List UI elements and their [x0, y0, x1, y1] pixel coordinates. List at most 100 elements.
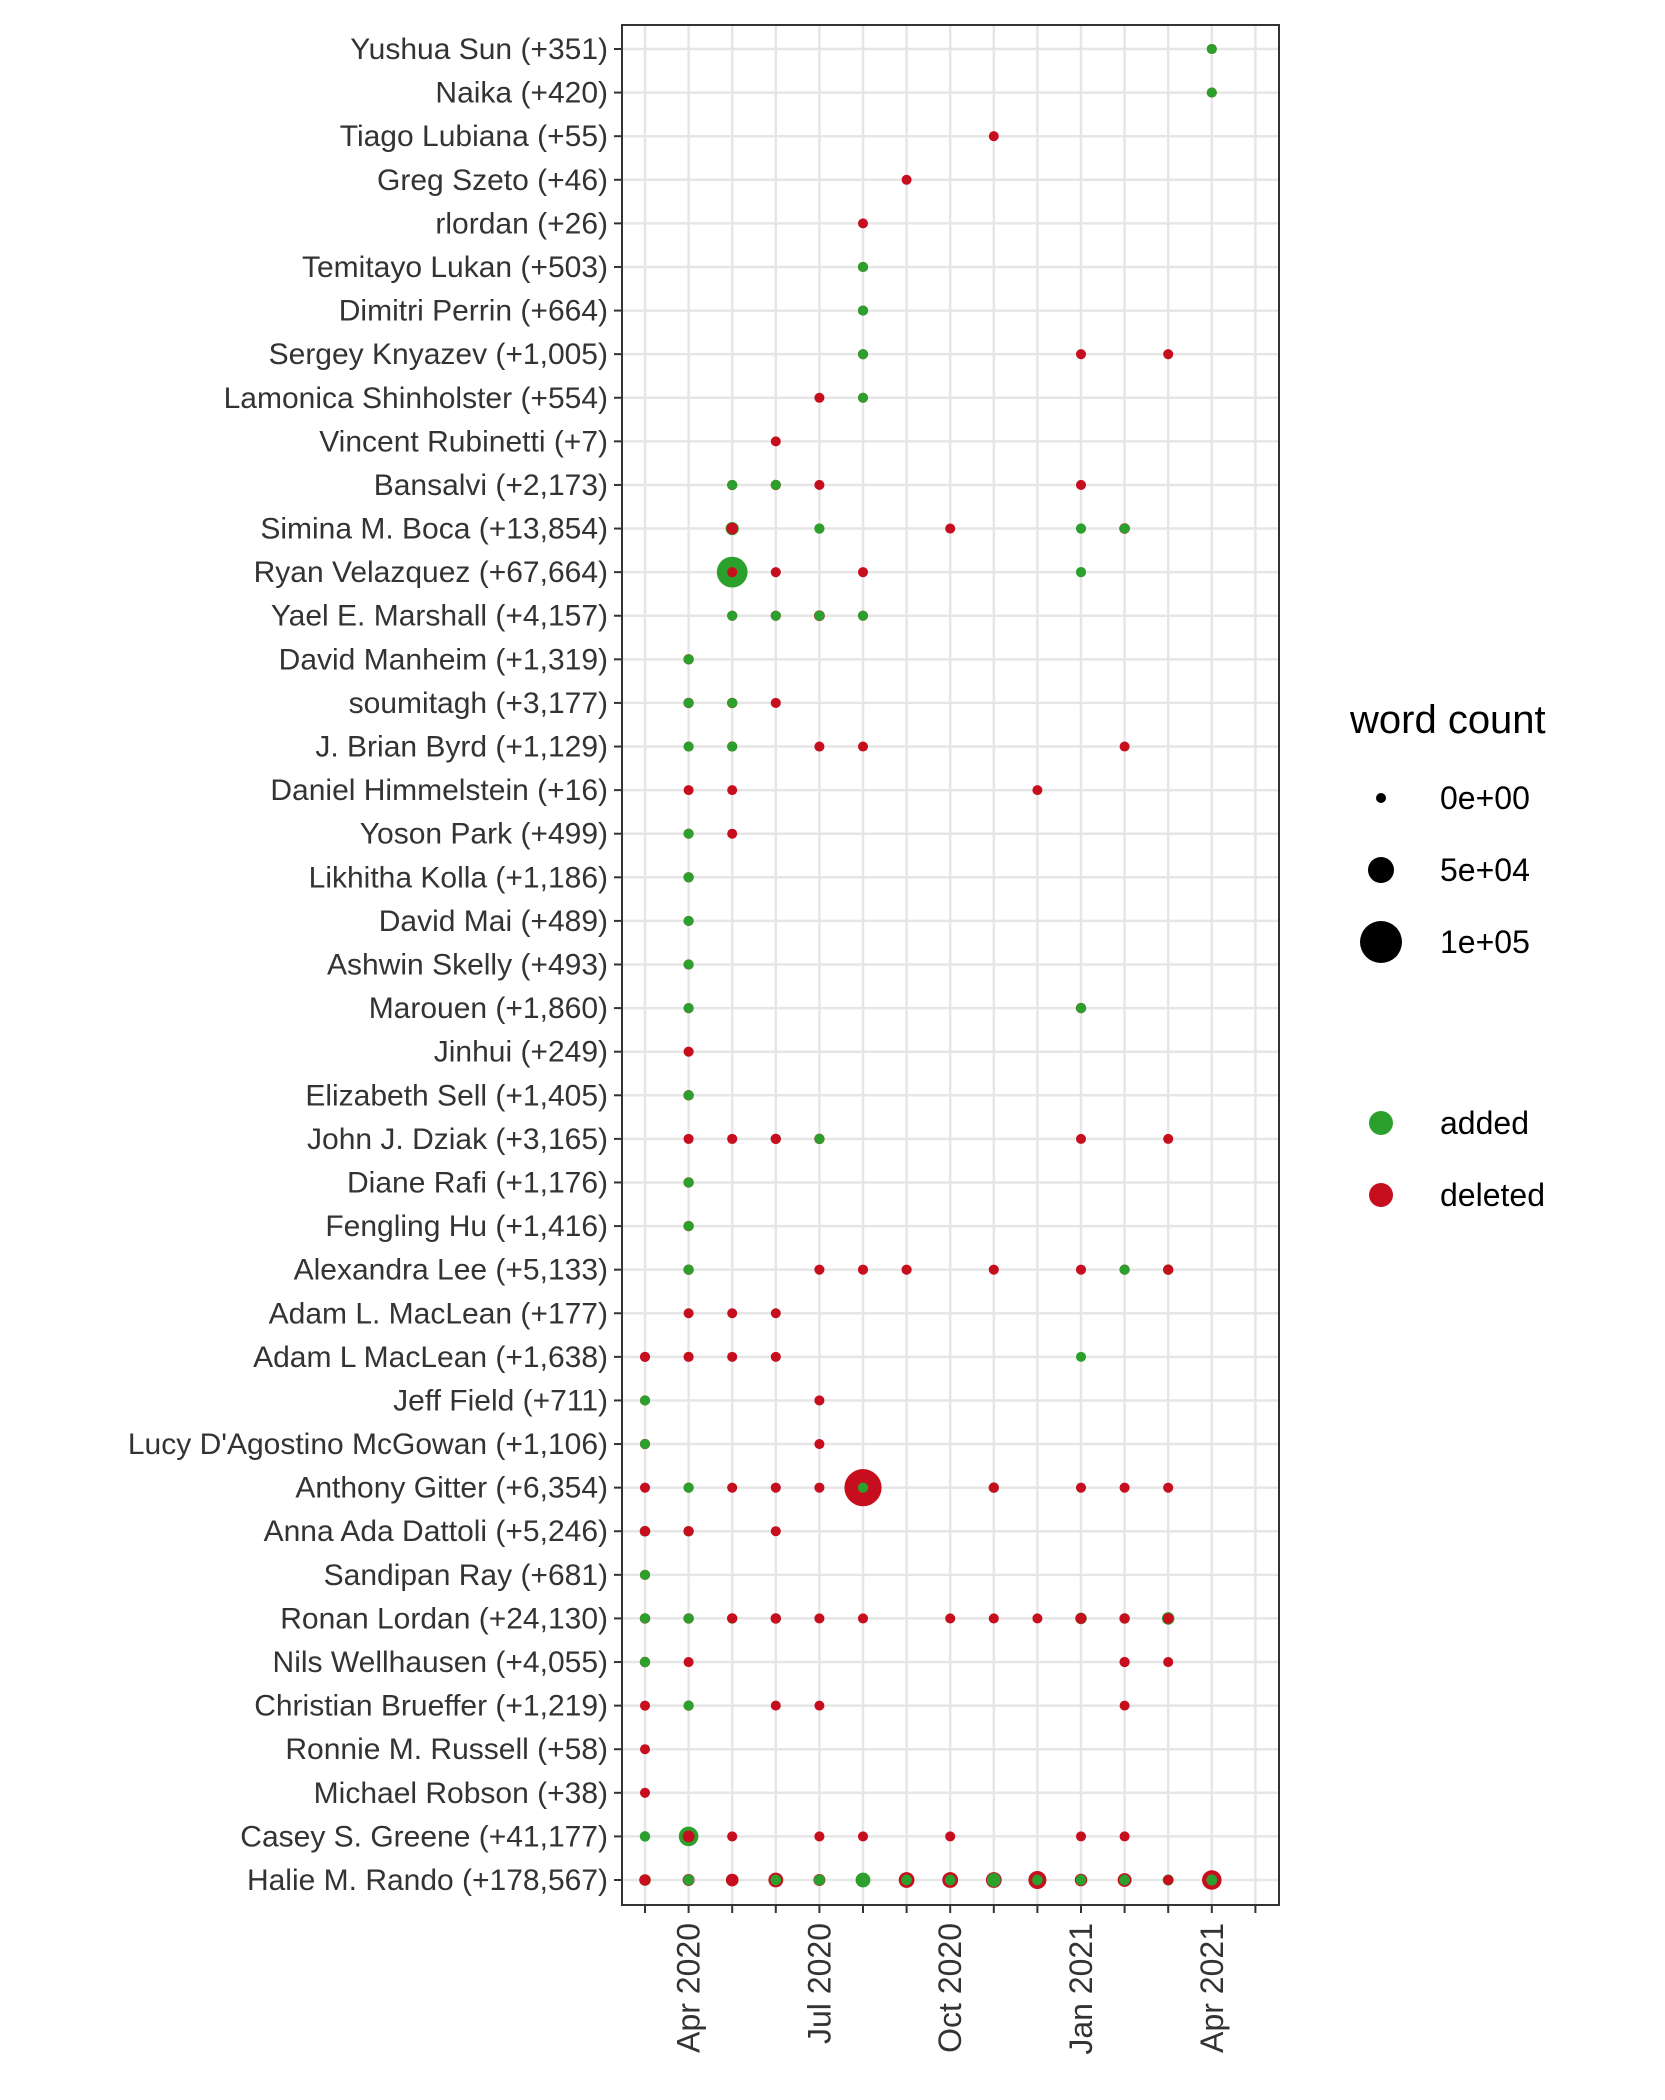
y-tick-label: J. Brian Byrd (+1,129): [315, 731, 608, 764]
point-deleted: [770, 1133, 781, 1145]
point-deleted: [682, 1830, 695, 1843]
point-added: [857, 392, 869, 403]
point-deleted: [639, 1874, 651, 1886]
point-added: [683, 1613, 694, 1624]
y-tick-label: Alexandra Lee (+5,133): [294, 1254, 608, 1287]
y-axis-labels: Yushua Sun (+351) Naika (+420) Tiago Lubia…: [128, 33, 608, 1897]
x-tick-label: Jan 2021: [1063, 1923, 1099, 2055]
y-tick-label: Daniel Himmelstein (+16): [270, 774, 608, 807]
point-deleted: [770, 1351, 781, 1362]
point-deleted: [988, 1613, 999, 1624]
point-added: [1075, 566, 1087, 578]
point-deleted: [726, 522, 738, 535]
y-tick-label: Jinhui (+249): [434, 1036, 608, 1069]
y-tick-label: Christian Brueffer (+1,219): [254, 1690, 608, 1723]
y-tick-label: Lucy D'Agostino McGowan (+1,106): [128, 1428, 608, 1461]
y-tick-label: Lamonica Shinholster (+554): [224, 382, 608, 415]
point-deleted: [1075, 1831, 1087, 1842]
y-tick-label: Naika (+420): [435, 77, 608, 110]
y-tick-label: Jeff Field (+711): [393, 1384, 608, 1417]
x-tick-label: Apr 2020: [671, 1923, 707, 2053]
y-tick-label: David Mai (+489): [379, 905, 608, 938]
point-deleted: [857, 1264, 869, 1275]
y-tick-label: Sergey Knyazev (+1,005): [269, 338, 608, 371]
point-deleted: [1163, 1874, 1174, 1886]
point-added: [639, 1395, 651, 1406]
x-axis-labels: Apr 2020 Jul 2020 Oct 2020 Jan 2021 Apr 2021: [671, 1923, 1230, 2055]
point-deleted: [857, 1613, 869, 1624]
y-tick-label: Yoson Park (+499): [360, 818, 608, 851]
size-legend-symbol: [1376, 793, 1386, 803]
y-tick-label: Simina M. Boca (+13,854): [260, 513, 608, 546]
y-tick-label: Likhitha Kolla (+1,186): [309, 861, 608, 894]
point-added: [857, 610, 869, 621]
point-deleted: [945, 1613, 956, 1624]
point-deleted: [1163, 349, 1174, 360]
y-tick-label: Nils Wellhausen (+4,055): [273, 1646, 608, 1679]
point-added: [1075, 1003, 1087, 1014]
point-added: [1206, 1874, 1218, 1886]
point-added: [857, 349, 869, 360]
point-deleted: [814, 1482, 825, 1493]
x-tick-label: Apr 2021: [1194, 1923, 1230, 2053]
point-deleted: [1075, 479, 1087, 490]
point-added: [683, 741, 694, 752]
point-deleted: [727, 1831, 738, 1842]
y-tick-label: Halie M. Rando (+178,567): [247, 1864, 608, 1897]
point-added: [770, 479, 781, 491]
point-deleted: [770, 1482, 781, 1493]
point-deleted: [727, 1613, 738, 1624]
size-legend-title: word count: [1349, 698, 1546, 742]
point-deleted: [1163, 1482, 1174, 1493]
point-added: [727, 741, 738, 752]
y-tick-label: Fengling Hu (+1,416): [325, 1210, 608, 1243]
point-added: [683, 1003, 694, 1014]
point-deleted: [814, 1438, 825, 1450]
data-points: [639, 43, 1222, 1890]
point-deleted: [857, 218, 869, 229]
point-deleted: [1075, 349, 1087, 360]
point-deleted: [770, 697, 781, 708]
y-tick-label: Anthony Gitter (+6,354): [295, 1472, 608, 1505]
y-tick-label: John J. Dziak (+3,165): [307, 1123, 608, 1156]
point-added: [639, 1831, 651, 1842]
point-deleted: [727, 1482, 738, 1493]
y-tick-label: Michael Robson (+38): [314, 1777, 608, 1810]
y-tick-label: rlordan (+26): [435, 207, 608, 240]
y-tick-label: Bansalvi (+2,173): [374, 469, 608, 502]
y-tick-label: Diane Rafi (+1,176): [347, 1166, 608, 1199]
point-deleted: [814, 1264, 825, 1275]
point-deleted: [1119, 1656, 1130, 1668]
point-added: [683, 828, 694, 839]
point-added: [1075, 1351, 1087, 1362]
point-deleted: [814, 741, 825, 752]
point-deleted: [770, 1308, 781, 1319]
point-deleted: [1163, 1133, 1174, 1144]
point-added: [1206, 43, 1217, 55]
point-deleted: [1032, 785, 1043, 796]
point-added: [1075, 523, 1087, 534]
point-deleted: [770, 1700, 781, 1711]
point-deleted: [901, 174, 912, 185]
point-added: [901, 1874, 912, 1886]
point-deleted: [1075, 1612, 1087, 1624]
point-added: [683, 1264, 694, 1275]
point-deleted: [1119, 1831, 1130, 1842]
point-deleted: [683, 1046, 694, 1057]
y-tick-label: Ronan Lordan (+24,130): [280, 1602, 608, 1635]
point-deleted: [639, 1700, 651, 1711]
y-tick-label: Yael E. Marshall (+4,157): [271, 600, 608, 633]
y-tick-label: Vincent Rubinetti (+7): [319, 425, 608, 458]
point-deleted: [901, 1264, 912, 1275]
point-deleted: [727, 785, 738, 796]
point-added: [683, 1090, 694, 1101]
point-added: [683, 872, 694, 883]
y-tick-label: Anna Ada Dattoli (+5,246): [264, 1515, 608, 1548]
point-added: [1119, 1874, 1130, 1886]
point-added: [813, 1874, 825, 1886]
point-deleted: [770, 567, 781, 578]
point-deleted: [988, 131, 999, 142]
color-legend-label: added: [1440, 1105, 1529, 1141]
